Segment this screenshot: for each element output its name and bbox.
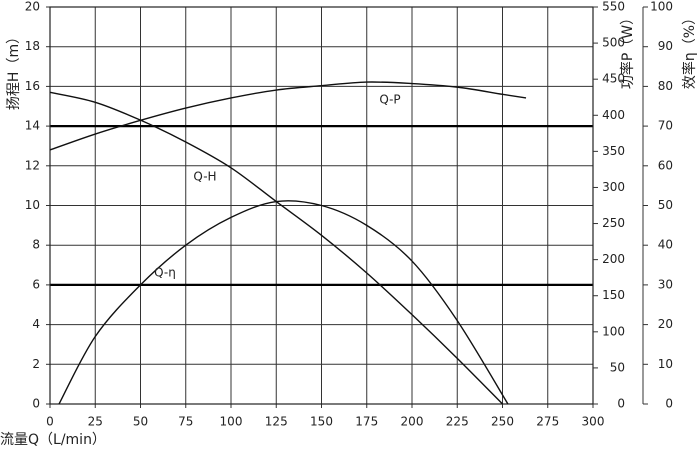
y2-tick-label: 0 bbox=[617, 397, 625, 411]
x-tick-label: 300 bbox=[582, 415, 605, 429]
curve-label: Q-H bbox=[193, 170, 216, 184]
y-tick-label: 14 bbox=[25, 119, 40, 133]
x-tick-label: 100 bbox=[220, 415, 243, 429]
x-tick-label: 200 bbox=[401, 415, 424, 429]
curve-label: Q-P bbox=[379, 93, 400, 107]
y-tick-label: 12 bbox=[25, 158, 40, 172]
y3-axis-title: 效率η（%） bbox=[681, 11, 698, 89]
y-tick-label: 2 bbox=[32, 357, 40, 371]
y3-tick-label: 70 bbox=[658, 119, 673, 133]
x-tick-label: 225 bbox=[446, 415, 469, 429]
y3-tick-label: 10 bbox=[658, 357, 673, 371]
y2-tick-label: 550 bbox=[602, 0, 625, 14]
y3-tick-label: 60 bbox=[658, 158, 673, 172]
y3-tick-label: 100 bbox=[650, 0, 673, 14]
y2-tick-label: 350 bbox=[602, 144, 625, 158]
y2-tick-label: 300 bbox=[602, 180, 625, 194]
y-tick-label: 16 bbox=[25, 79, 40, 93]
y3-tick-label: 40 bbox=[658, 238, 673, 252]
y3-tick-label: 90 bbox=[658, 39, 673, 53]
curve bbox=[58, 200, 509, 405]
y-axis-title: 扬程H（m） bbox=[6, 30, 22, 110]
y-tick-label: 0 bbox=[32, 397, 40, 411]
y-tick-label: 8 bbox=[32, 238, 40, 252]
y-tick-label: 6 bbox=[32, 277, 40, 291]
y-tick-label: 4 bbox=[32, 317, 40, 331]
y2-tick-label: 250 bbox=[602, 216, 625, 230]
y3-tick-label: 30 bbox=[658, 277, 673, 291]
x-tick-label: 150 bbox=[310, 415, 333, 429]
y-tick-label: 18 bbox=[25, 39, 40, 53]
y3-tick-label: 50 bbox=[658, 198, 673, 212]
y3-tick-label: 80 bbox=[658, 79, 673, 93]
y2-axis-title: 功率P（W） bbox=[619, 11, 636, 89]
y3-tick-label: 0 bbox=[665, 397, 673, 411]
y-tick-label: 10 bbox=[25, 198, 40, 212]
y2-tick-label: 50 bbox=[610, 360, 625, 374]
y2-tick-label: 400 bbox=[602, 108, 625, 122]
x-tick-label: 275 bbox=[536, 415, 559, 429]
x-tick-label: 50 bbox=[133, 415, 148, 429]
y2-tick-label: 450 bbox=[602, 72, 625, 86]
x-tick-label: 125 bbox=[265, 415, 288, 429]
x-tick-label: 25 bbox=[88, 415, 103, 429]
x-tick-label: 0 bbox=[46, 415, 54, 429]
curve-label: Q-η bbox=[154, 266, 176, 280]
y3-tick-label: 20 bbox=[658, 317, 673, 331]
plot-frame bbox=[49, 6, 594, 405]
x-tick-label: 175 bbox=[355, 415, 378, 429]
curve bbox=[49, 81, 527, 151]
x-axis-title: 流量Q（L/min） bbox=[0, 432, 106, 448]
x-tick-label: 250 bbox=[491, 415, 514, 429]
y2-tick-label: 500 bbox=[602, 36, 625, 50]
x-tick-label: 75 bbox=[178, 415, 193, 429]
y2-tick-label: 200 bbox=[602, 252, 625, 266]
y2-tick-label: 100 bbox=[602, 324, 625, 338]
y-tick-label: 20 bbox=[25, 0, 40, 14]
y2-tick-label: 150 bbox=[602, 288, 625, 302]
